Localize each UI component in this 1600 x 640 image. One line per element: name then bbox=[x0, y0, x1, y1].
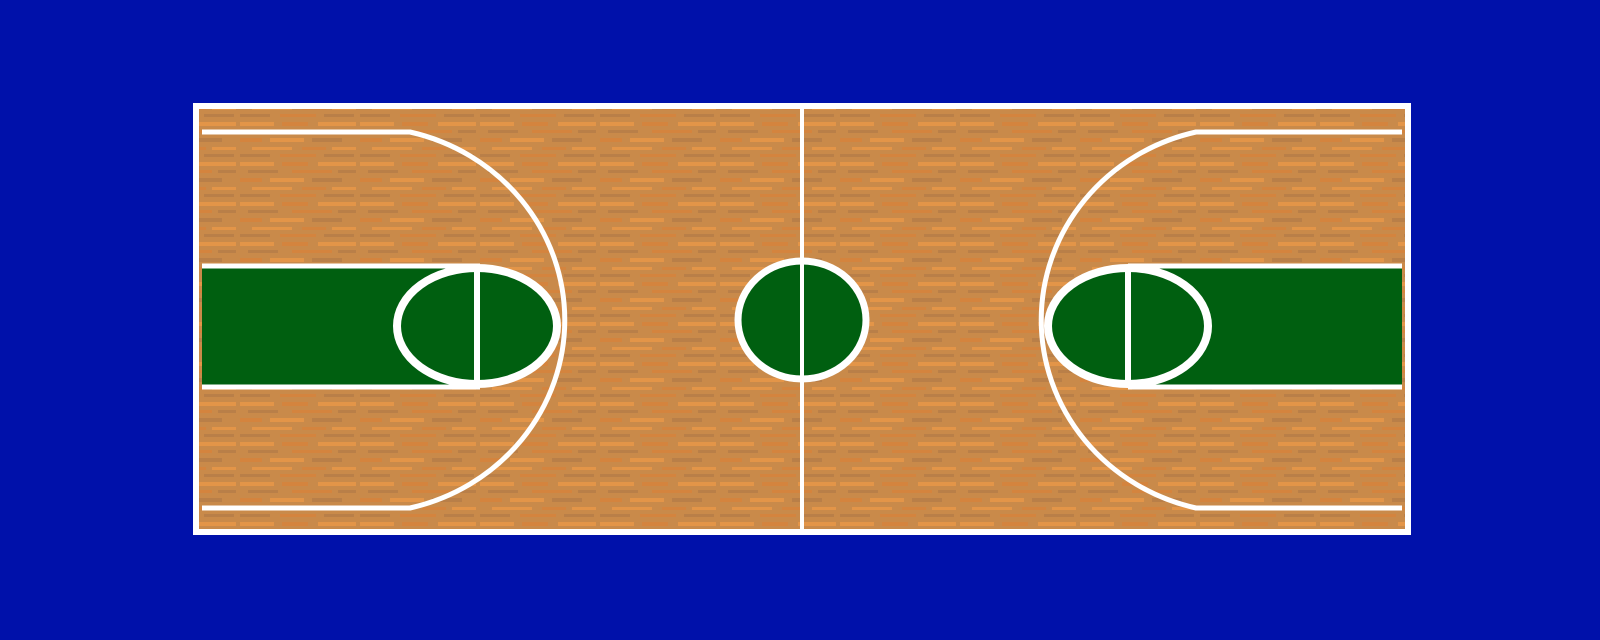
three-point-line-left bbox=[202, 129, 568, 511]
court-boundary bbox=[193, 103, 1411, 535]
three-point-line-right bbox=[1038, 129, 1402, 511]
lane-lines bbox=[202, 263, 1402, 390]
